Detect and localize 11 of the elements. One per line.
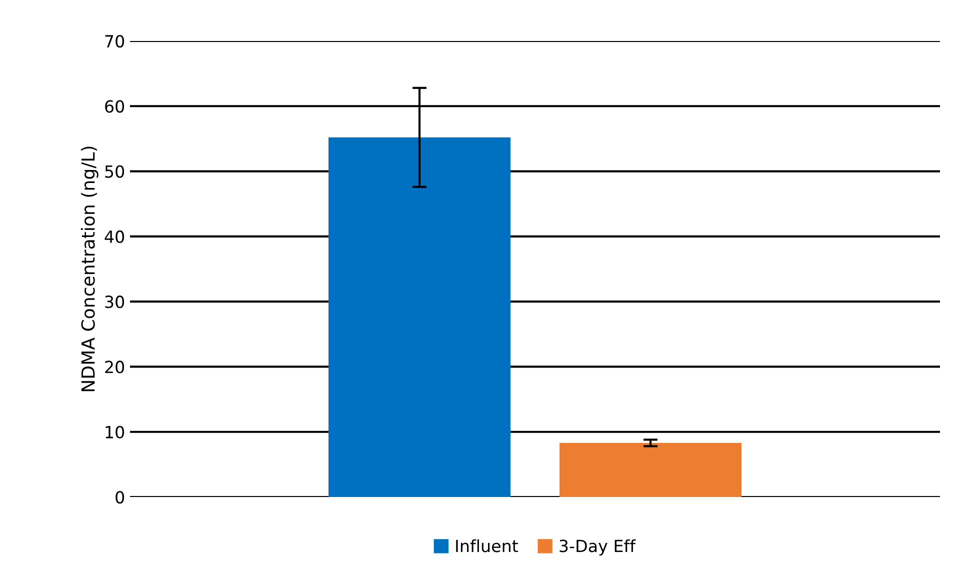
legend-label: Influent (456, 539, 518, 552)
y-axis-title: NDMA Concentration (ng/L) (80, 146, 98, 392)
y-tick-label: 10 (106, 426, 124, 438)
legend-label: 3-Day Eff (560, 539, 636, 556)
y-tick-label: 40 (104, 230, 124, 243)
y-tick-label: 20 (105, 360, 124, 374)
y-tick-label: 60 (105, 100, 124, 113)
y-tick-label: 0 (116, 490, 124, 504)
y-tick-label: 50 (105, 165, 124, 178)
y-tick-label: 70 (105, 34, 124, 48)
y-tick-label: 30 (105, 296, 124, 308)
